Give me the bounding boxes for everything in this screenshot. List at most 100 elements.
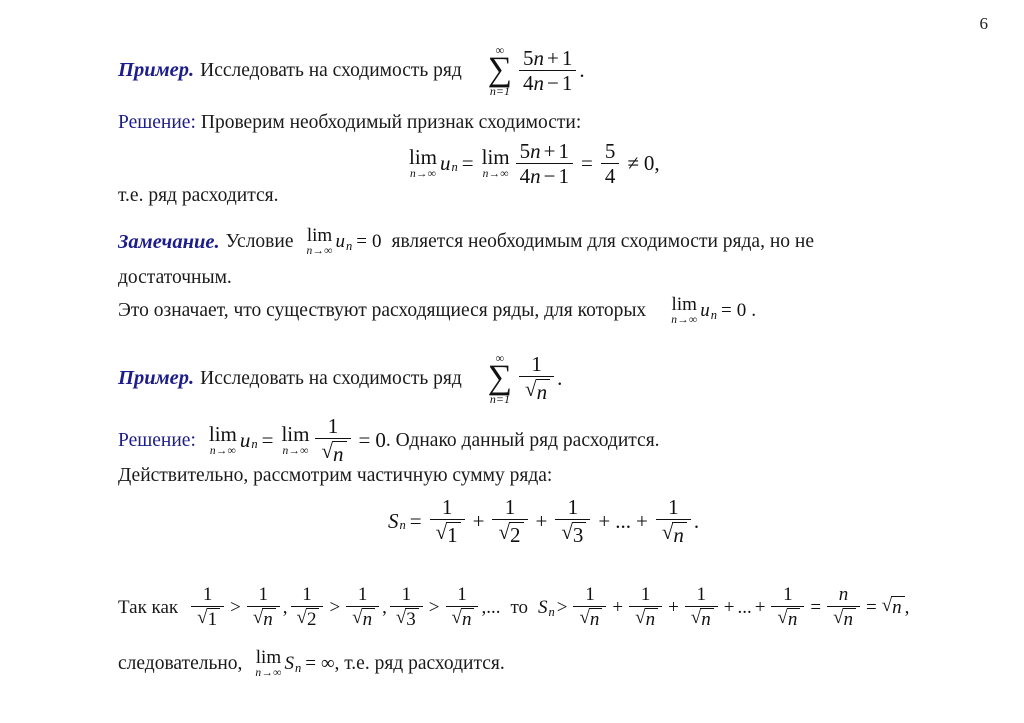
radicand: n bbox=[700, 607, 714, 631]
sum-upper-limit: ∞ bbox=[495, 351, 505, 365]
remark-cont-text: достаточным. bbox=[118, 267, 232, 288]
radicand: 3 bbox=[571, 522, 587, 547]
period: . bbox=[557, 365, 563, 390]
fraction-n-sqrtn: n √ n bbox=[827, 585, 860, 631]
since-text: Так как bbox=[118, 597, 179, 619]
ellipsis: ... bbox=[737, 597, 752, 619]
fraction-1-sqrt2: 1 √ 2 bbox=[290, 585, 324, 631]
solution-1: Решение: Проверим необходимый признак сх… bbox=[118, 113, 581, 133]
numerator: 1 bbox=[567, 495, 579, 519]
radicand: 1 bbox=[446, 522, 461, 547]
denominator: √ n bbox=[684, 605, 718, 631]
lim-label: lim bbox=[255, 647, 282, 668]
radicand: 2 bbox=[305, 607, 320, 631]
zero-value: 0 bbox=[372, 231, 382, 253]
u-variable: u bbox=[335, 231, 346, 253]
solution-keyword: Решение: bbox=[118, 112, 196, 133]
radicand: 1 bbox=[206, 607, 221, 631]
numerator: 1 bbox=[783, 584, 793, 605]
equals-sign: = bbox=[461, 151, 474, 176]
sigma-icon: ∑ bbox=[487, 51, 513, 88]
numerator: 5 bbox=[604, 139, 616, 163]
fraction-1-sqrtn: 1 √ n bbox=[445, 584, 479, 631]
numerator: 1 bbox=[258, 584, 269, 605]
u-subscript: n bbox=[710, 307, 717, 322]
lim-label: lim bbox=[481, 144, 510, 169]
radicand: n bbox=[262, 607, 276, 631]
radicand: 2 bbox=[509, 522, 524, 547]
square-root-icon: √ 1 bbox=[434, 522, 461, 547]
denominator: 4 bbox=[600, 163, 620, 187]
denominator: √ n bbox=[445, 605, 479, 631]
radicand: n bbox=[786, 607, 801, 631]
example-keyword: Пример. bbox=[118, 367, 195, 390]
radicand: n bbox=[588, 607, 603, 631]
numerator: 1 bbox=[696, 584, 707, 605]
square-root-icon: √ n bbox=[689, 607, 714, 631]
limit-operator: lim n→∞ bbox=[671, 295, 697, 327]
radical-sign: √ bbox=[579, 606, 590, 628]
lim-subscript: n→∞ bbox=[671, 314, 698, 326]
inequality-group: 1 √ 1 > 1 √ n , 1 bbox=[188, 585, 500, 631]
fraction-1-sqrt1: 1 √ 1 bbox=[191, 585, 225, 631]
square-root-icon: √ n bbox=[319, 439, 347, 466]
numerator: 1 bbox=[640, 584, 651, 605]
sigma-sum: ∞ ∑ n=1 bbox=[488, 352, 512, 405]
numerator: 1 bbox=[457, 584, 467, 605]
limit-operator: lim n→∞ bbox=[409, 146, 437, 181]
denominator: 4n −1 bbox=[519, 69, 577, 94]
square-root-icon: √ 2 bbox=[295, 607, 320, 631]
denominator: √ 1 bbox=[429, 519, 465, 547]
numerator: 5n +1 bbox=[523, 45, 573, 70]
remark-2-line: Это означает, что существуют расходящиес… bbox=[118, 295, 756, 327]
equals-sign: = bbox=[580, 151, 593, 176]
fraction-1-sqrtn: 1 √ n bbox=[771, 584, 805, 631]
equals-sign: = bbox=[409, 509, 422, 534]
u-subscript: n bbox=[251, 437, 258, 452]
denominator: √ n bbox=[827, 605, 860, 631]
zero-value: 0 bbox=[736, 300, 747, 322]
denominator: √ n bbox=[655, 519, 691, 547]
numerator: 1 bbox=[401, 584, 412, 605]
conclusion-1-text: т.е. ряд расходится. bbox=[118, 185, 279, 206]
radical-sign: √ bbox=[321, 439, 334, 464]
limit-operator-2: lim n→∞ bbox=[481, 144, 510, 181]
fraction-1-sqrtn: 1 √ n bbox=[246, 584, 280, 631]
equals-sign: = bbox=[305, 653, 316, 675]
fraction-5n1-4n1: 5n +1 4n −1 bbox=[519, 45, 577, 94]
example-1-text: Исследовать на сходимость ряд bbox=[200, 59, 462, 81]
greater-than-sign: > bbox=[230, 597, 241, 619]
numerator: 1 bbox=[441, 495, 453, 519]
fraction-5n1-4n1: 5n +1 4n −1 bbox=[515, 140, 573, 187]
S-subscript: n bbox=[399, 518, 406, 533]
sum-lower-limit: n=1 bbox=[489, 83, 510, 98]
fraction-1-sqrtn: 1 √ n bbox=[519, 353, 555, 404]
equals-sign: = bbox=[261, 428, 274, 453]
radical-sign: √ bbox=[881, 595, 893, 617]
equals-sign: = bbox=[866, 597, 877, 619]
fraction-1-sqrtn: 1 √ n bbox=[346, 585, 380, 631]
plus-sign: + bbox=[635, 509, 648, 534]
fraction-1-sqrt3: 1 √ 3 bbox=[555, 495, 591, 547]
zero-value: 0 bbox=[375, 428, 386, 453]
comma: , bbox=[904, 597, 910, 619]
radical-sign: √ bbox=[252, 606, 264, 628]
limit-operator: lim n→∞ bbox=[306, 226, 332, 258]
radicand: n bbox=[891, 596, 905, 619]
radical-sign: √ bbox=[435, 520, 448, 545]
remark-continuation: достаточным. bbox=[118, 268, 232, 288]
square-root-icon: √ 3 bbox=[559, 522, 587, 547]
u-variable: u bbox=[440, 151, 451, 176]
comma: , bbox=[481, 597, 487, 619]
example-1-statement: Пример. Исследовать на сходимость ряд ∞ … bbox=[118, 44, 585, 97]
ellipsis: ... bbox=[486, 597, 501, 619]
fraction-1-sqrtn: 1 √ n bbox=[315, 415, 351, 466]
denominator: √ n bbox=[519, 375, 555, 404]
lim-subscript: n→∞ bbox=[255, 667, 282, 679]
infinity-symbol: ∞ bbox=[320, 653, 335, 675]
